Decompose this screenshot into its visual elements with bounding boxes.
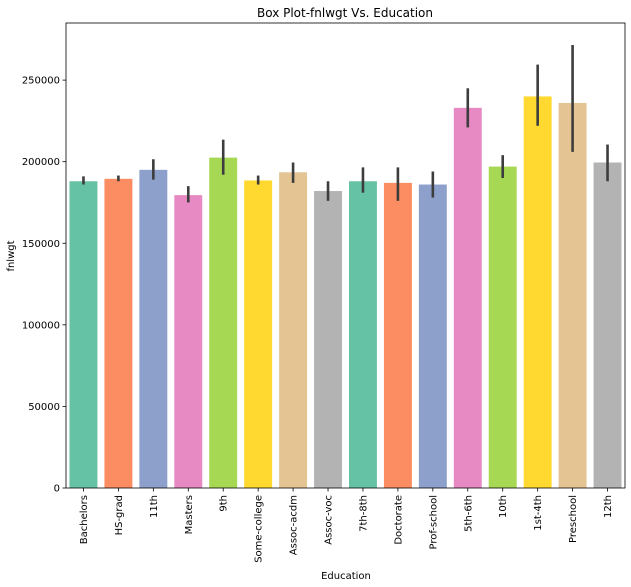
y-axis-title: fnlwgt <box>6 240 17 271</box>
bar <box>593 162 622 488</box>
bar <box>418 184 447 488</box>
y-tick-label: 100000 <box>22 320 60 331</box>
bar <box>139 169 168 488</box>
bar <box>279 172 308 489</box>
x-tick-label: Bachelors <box>79 495 90 544</box>
x-tick-label: 10th <box>498 495 509 518</box>
y-tick-label: 0 <box>54 484 60 495</box>
y-tick-label: 250000 <box>22 76 60 87</box>
bar <box>383 182 412 488</box>
bar <box>558 102 587 488</box>
x-axis-title: Education <box>321 571 371 582</box>
x-tick-label: Masters <box>184 495 195 534</box>
bar <box>69 181 98 488</box>
bar <box>523 96 552 489</box>
x-tick-label: 11th <box>149 495 160 518</box>
plot-area: 0 50000 100000 150000 200000 250000 Bachelors H… <box>22 22 626 563</box>
x-tick-label: 9th <box>219 495 230 512</box>
x-tick-label: 5th-6th <box>463 495 474 532</box>
bar <box>453 107 482 488</box>
bar <box>174 195 203 488</box>
x-tick-label: Preschool <box>568 495 579 543</box>
x-tick-label: Prof-school <box>428 495 439 550</box>
x-tick-label: 12th <box>603 495 614 518</box>
bar <box>348 181 377 488</box>
x-tick-label: 7th-8th <box>358 495 369 532</box>
y-tick-label: 50000 <box>28 402 60 413</box>
x-tick-label: Assoc-voc <box>324 495 335 545</box>
bar <box>314 191 343 489</box>
x-tick-label: Some-college <box>254 495 265 563</box>
x-tick-label: Assoc-acdm <box>289 495 300 555</box>
y-tick-label: 200000 <box>22 157 60 168</box>
plot-frame <box>65 22 626 489</box>
bar <box>209 157 238 489</box>
bar <box>488 166 517 488</box>
x-tick-label: 1st-4th <box>533 495 544 531</box>
bar <box>104 178 133 488</box>
x-tick-label: HS-grad <box>114 495 125 535</box>
chart-title: Box Plot-fnlwgt Vs. Education <box>257 6 433 20</box>
y-tick-label: 150000 <box>22 239 60 250</box>
bar <box>244 180 273 488</box>
x-tick-label: Doctorate <box>393 495 404 545</box>
